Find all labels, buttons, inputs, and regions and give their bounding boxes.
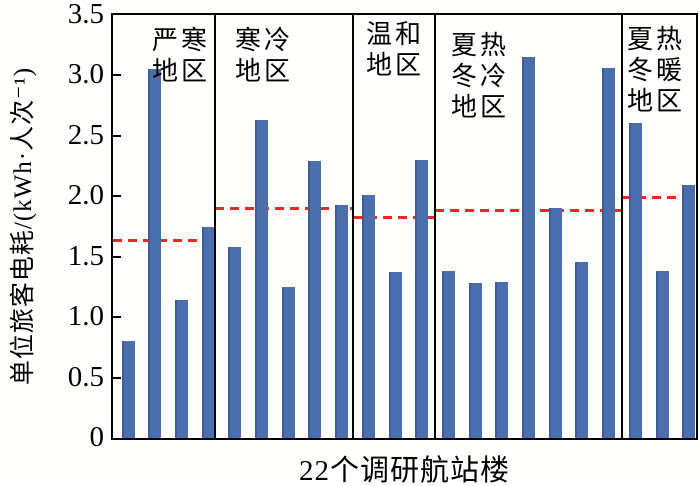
average-line-region-5 <box>622 196 696 200</box>
y-tick-label: 0 <box>89 420 105 453</box>
region-divider <box>434 15 436 438</box>
region-divider <box>352 15 354 438</box>
average-line-region-2 <box>215 207 353 211</box>
bar-region-4 <box>548 208 562 438</box>
bar-region-4 <box>495 282 509 438</box>
region-label-line: 寒冷 <box>234 26 294 55</box>
bar-region-1 <box>121 341 135 438</box>
bar-region-4 <box>441 271 455 438</box>
region-label-line: 地区 <box>151 57 211 86</box>
y-tick-label: 3.0 <box>67 58 104 91</box>
y-tick-mark <box>113 74 121 77</box>
average-line-region-1 <box>113 238 215 242</box>
y-tick-mark <box>113 316 121 319</box>
bar-region-4 <box>522 57 535 438</box>
region-label-4: 夏热 冬冷 地区 <box>451 30 509 123</box>
bar-region-1 <box>148 69 162 438</box>
region-label-line: 温和 <box>365 20 425 49</box>
bar-region-2 <box>255 120 268 438</box>
bar-region-3 <box>415 160 429 438</box>
region-label-line: 冬暖 <box>626 56 686 85</box>
bar-region-3 <box>388 272 402 438</box>
region-label-line: 地区 <box>450 93 510 122</box>
plot-area: 严寒 地区 寒冷 地区 温和 地区 夏热 冬冷 地区 夏热 冬暖 地区 <box>111 13 698 440</box>
region-label-1: 严寒 地区 <box>152 25 210 87</box>
y-tick-label: 3.5 <box>67 0 104 30</box>
region-divider <box>621 15 623 438</box>
y-tick-mark <box>113 376 121 379</box>
bar-region-5 <box>655 271 669 438</box>
region-label-2: 寒冷 地区 <box>235 25 293 87</box>
y-tick-label: 2.0 <box>67 179 104 212</box>
region-label-3: 温和 地区 <box>366 19 424 81</box>
bar-region-5 <box>682 185 696 438</box>
region-label-line: 夏热 <box>626 25 686 54</box>
bar-region-3 <box>361 195 375 438</box>
region-label-line: 严寒 <box>151 26 211 55</box>
bar-region-1 <box>201 226 215 438</box>
y-tick-mark <box>113 134 121 137</box>
y-tick-label: 2.5 <box>67 118 104 151</box>
bar-region-2 <box>228 247 242 438</box>
region-label-line: 冬冷 <box>450 62 510 91</box>
region-divider <box>214 15 216 438</box>
y-tick-label: 1.5 <box>67 239 104 272</box>
bar-region-1 <box>174 300 188 438</box>
region-label-line: 夏热 <box>450 31 510 60</box>
y-tick-label: 0.5 <box>67 360 104 393</box>
region-label-line: 地区 <box>365 51 425 80</box>
bar-region-4 <box>602 68 616 438</box>
bar-region-5 <box>628 122 642 438</box>
region-label-line: 地区 <box>234 57 294 86</box>
bar-region-2 <box>335 204 349 438</box>
bar-region-2 <box>308 161 322 438</box>
y-tick-mark <box>113 195 121 198</box>
x-axis-title: 22个调研航站楼 <box>298 455 510 486</box>
bar-region-4 <box>468 283 482 438</box>
y-tick-label: 1.0 <box>67 300 104 333</box>
y-axis-tick-labels: 0 0.5 1.0 1.5 2.0 2.5 3.0 3.5 <box>20 0 104 486</box>
region-label-line: 地区 <box>626 87 686 116</box>
average-line-region-3 <box>353 215 435 219</box>
region-label-5: 夏热 冬暖 地区 <box>627 24 685 117</box>
y-tick-mark <box>113 255 121 258</box>
bar-region-4 <box>575 261 589 438</box>
bar-region-2 <box>281 286 295 438</box>
